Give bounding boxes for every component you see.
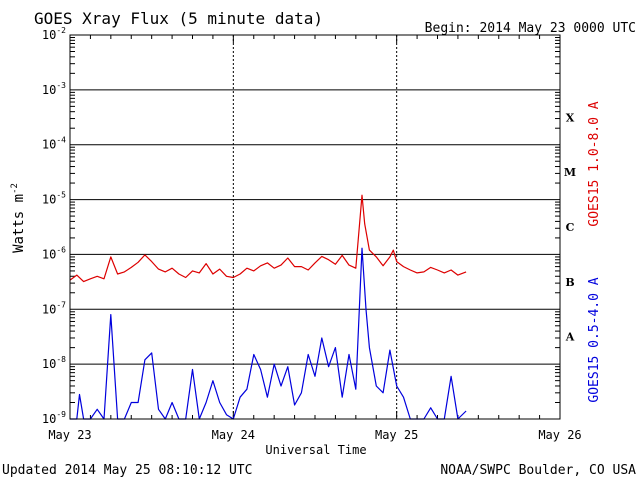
y-axis-label: Watts m-2 bbox=[10, 183, 27, 253]
y-tick-label-exp: -8 bbox=[56, 355, 66, 364]
begin-label: Begin: 2014 May 23 0000 UTC bbox=[425, 21, 636, 36]
axis-ticks bbox=[69, 35, 561, 419]
y-tick-label-base: 10 bbox=[42, 138, 56, 152]
grid-lines bbox=[70, 35, 560, 419]
y-tick-label: 10-5 bbox=[42, 191, 66, 207]
flare-class-label: X bbox=[566, 111, 575, 124]
series-line-long-channel bbox=[69, 194, 467, 283]
x-tick-label: May 24 bbox=[212, 428, 255, 442]
x-tick-label: May 23 bbox=[48, 428, 91, 442]
flare-class-label: C bbox=[566, 221, 575, 234]
y-tick-label-exp: -4 bbox=[56, 136, 66, 145]
y-tick-label: 10-9 bbox=[42, 410, 66, 426]
footer-credit: NOAA/SWPC Boulder, CO USA bbox=[440, 463, 636, 478]
flare-class-label: B bbox=[565, 276, 574, 289]
flare-class-label: A bbox=[565, 331, 575, 344]
flare-class-label: M bbox=[564, 166, 576, 179]
x-tick-label: May 26 bbox=[538, 428, 581, 442]
series-line-short-channel bbox=[70, 247, 467, 420]
y-tick-label-exp: -5 bbox=[56, 191, 66, 200]
y-tick-label-exp: -3 bbox=[56, 81, 66, 90]
series-group bbox=[69, 194, 467, 420]
plot-frame bbox=[69, 34, 561, 420]
y-tick-label-exp: -2 bbox=[56, 26, 66, 35]
y-tick-label-base: 10 bbox=[42, 247, 56, 261]
y-tick-label: 10-7 bbox=[42, 300, 66, 316]
legend-long-channel: GOES15 1.0-8.0 A bbox=[587, 101, 602, 226]
y-tick-label-exp: -6 bbox=[56, 245, 66, 254]
y-tick-label: 10-8 bbox=[42, 355, 66, 371]
y-tick-label-exp: -7 bbox=[56, 300, 66, 309]
y-tick-label: 10-6 bbox=[42, 245, 66, 261]
y-tick-label-base: 10 bbox=[42, 28, 56, 42]
y-tick-label-base: 10 bbox=[42, 302, 56, 316]
footer-updated: Updated 2014 May 25 08:10:12 UTC bbox=[2, 463, 252, 478]
chart-title: GOES Xray Flux (5 minute data) bbox=[34, 9, 323, 28]
y-tick-label-base: 10 bbox=[42, 193, 56, 207]
y-tick-label: 10-3 bbox=[42, 81, 66, 97]
y-tick-label-base: 10 bbox=[42, 412, 56, 426]
y-tick-label: 10-2 bbox=[42, 26, 66, 42]
y-axis-label-main: Watts m bbox=[11, 194, 27, 253]
y-tick-label-exp: -9 bbox=[56, 410, 66, 419]
y-tick-label: 10-4 bbox=[42, 136, 66, 152]
y-axis-label-exp: -2 bbox=[10, 183, 20, 194]
x-tick-label: May 25 bbox=[375, 428, 418, 442]
y-tick-label-base: 10 bbox=[42, 357, 56, 371]
y-tick-label-base: 10 bbox=[42, 83, 56, 97]
x-axis-label: Universal Time bbox=[265, 443, 366, 457]
legend-short-channel: GOES15 0.5-4.0 A bbox=[587, 277, 602, 402]
